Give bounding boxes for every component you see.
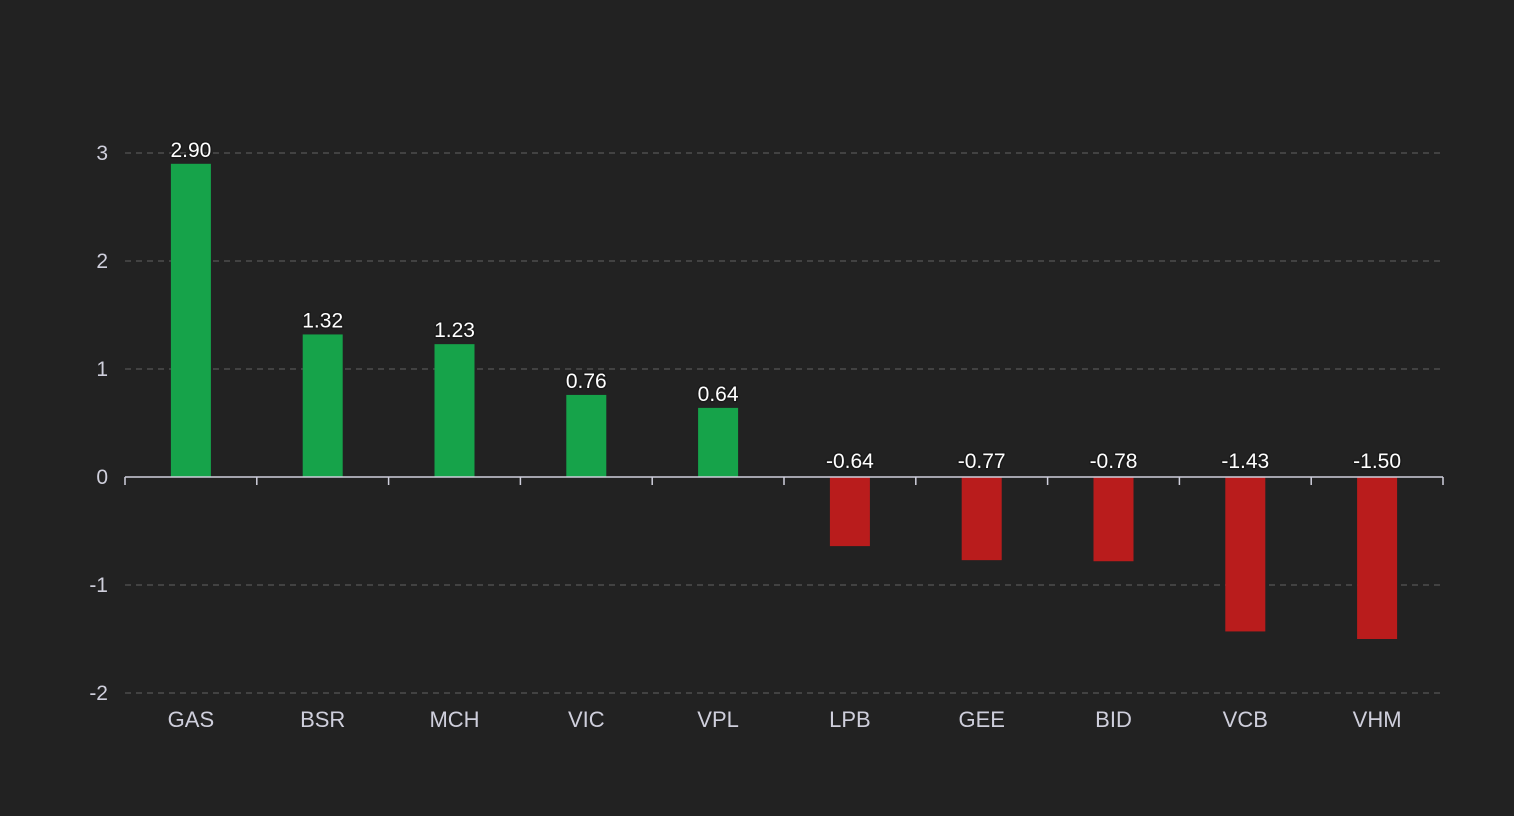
x-axis-tick-labels: GAS BSR MCH VIC VPL LPB GEE BID VCB VHM — [168, 707, 1402, 732]
bar-gas — [170, 163, 211, 478]
x-tick-label-vcb: VCB — [1223, 707, 1268, 732]
data-label-bsr: 1.32 — [302, 309, 343, 332]
x-axis — [124, 476, 1444, 485]
bar-vpl — [698, 407, 739, 477]
x-tick-label-lpb: LPB — [829, 707, 871, 732]
x-tick-label-bsr: BSR — [300, 707, 345, 732]
bar-bsr — [302, 334, 343, 477]
y-tick-label: -1 — [89, 574, 108, 597]
x-tick-label-gee: GEE — [958, 707, 1004, 732]
bar-vcb — [1225, 477, 1266, 632]
bar-vhm — [1357, 477, 1398, 639]
data-label-gas: 2.90 — [170, 139, 211, 162]
data-label-vic: 0.76 — [566, 370, 607, 393]
data-label-mch: 1.23 — [434, 319, 475, 342]
x-tick-label-vhm: VHM — [1353, 707, 1402, 732]
data-labels: 2.90 1.32 1.23 0.76 0.64 -0.64 -0.77 -0.78 -1.43… — [169, 137, 1403, 474]
data-label-bid: -0.78 — [1090, 450, 1138, 473]
y-tick-label: 2 — [96, 250, 108, 273]
bar-vic — [566, 394, 607, 477]
y-tick-label: 0 — [96, 466, 108, 489]
bar-bid — [1093, 477, 1134, 562]
bar-lpb — [829, 477, 870, 547]
x-tick-label-bid: BID — [1095, 707, 1132, 732]
y-axis-tick-labels: 3 2 1 0 -1 -2 — [89, 142, 108, 705]
data-label-vcb: -1.43 — [1221, 450, 1269, 473]
data-label-vhm: -1.50 — [1353, 450, 1401, 473]
data-label-vpl: 0.64 — [698, 383, 739, 406]
bar-gee — [961, 477, 1002, 561]
x-tick-label-mch: MCH — [429, 707, 479, 732]
y-tick-label: 1 — [96, 358, 108, 381]
y-tick-label: -2 — [89, 682, 108, 705]
x-tick-label-vic: VIC — [568, 707, 605, 732]
y-tick-label: 3 — [96, 142, 108, 165]
data-label-gee: -0.77 — [958, 450, 1006, 473]
x-tick-label-vpl: VPL — [697, 707, 739, 732]
bar-mch — [434, 344, 475, 477]
bars — [170, 163, 1398, 639]
x-tick-label-gas: GAS — [168, 707, 214, 732]
data-label-lpb: -0.64 — [826, 450, 874, 473]
